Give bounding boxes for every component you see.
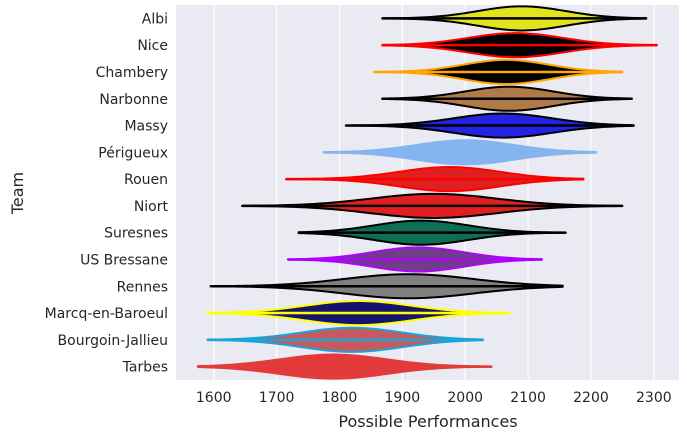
y-tick-label: Rennes [117,279,168,295]
y-tick-label: Périgueux [98,145,168,161]
y-tick-label: Chambery [96,65,168,81]
y-tick-label: Marcq-en-Baroeul [45,306,168,322]
tick-labels: 1600 1700 1800 1900 2000 2100 2200 2300 Albi Nice… [45,11,672,406]
x-tick-label: 1900 [385,390,421,406]
y-tick-label: Narbonne [99,92,168,108]
y-tick-label: Nice [137,38,168,54]
x-tick-label: 1700 [259,390,295,406]
y-axis-label: Team [8,172,27,215]
x-tick-label: 2100 [510,390,546,406]
y-tick-label: Suresnes [104,226,168,242]
y-tick-label: Rouen [124,172,168,188]
x-tick-label: 2000 [447,390,483,406]
y-tick-label: US Bressane [80,252,168,268]
plot-area [176,5,679,380]
x-tick-label: 1800 [322,390,358,406]
x-tick-label: 2200 [573,390,609,406]
x-tick-label: 1600 [196,390,232,406]
x-tick-label: 2300 [636,390,672,406]
y-tick-label: Bourgoin-Jallieu [58,333,168,349]
y-tick-label: Massy [124,119,168,135]
y-tick-label: Niort [134,199,169,215]
x-axis-label: Possible Performances [338,412,517,431]
violins [197,5,658,380]
y-tick-label: Tarbes [122,360,168,376]
y-tick-label: Albi [142,11,168,27]
